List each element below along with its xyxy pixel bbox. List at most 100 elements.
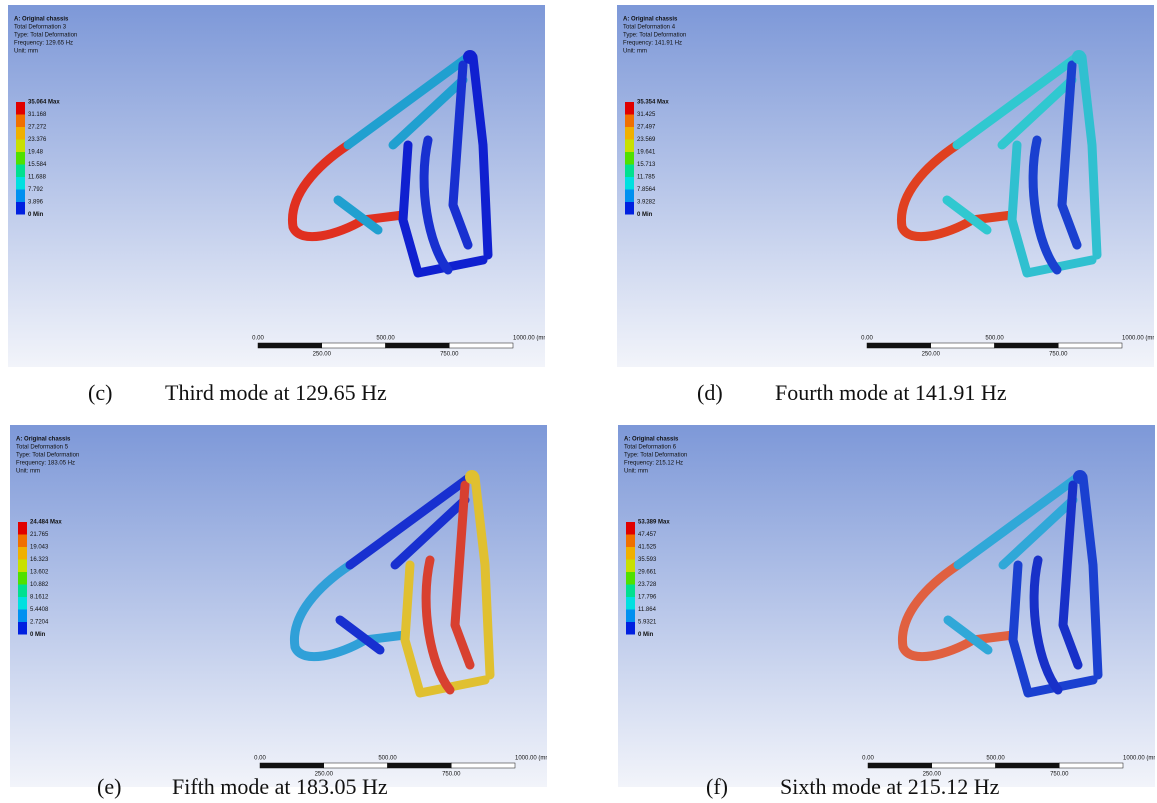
header-line: Total Deformation 4 [623, 25, 676, 31]
scale-label: 0.00 [861, 336, 873, 342]
legend-swatch [18, 547, 27, 560]
legend-swatch [626, 535, 635, 548]
legend-swatch [626, 572, 635, 585]
legend-label: 16.323 [30, 557, 49, 563]
scale-label: 1000.00 (mm) [1122, 336, 1154, 342]
caption-label: (f) [706, 774, 728, 800]
legend-label: 19.641 [637, 150, 656, 156]
legend-label: 15.584 [28, 162, 47, 168]
legend-label: 2.7204 [30, 620, 49, 626]
legend-label: 7.792 [28, 187, 44, 193]
legend-label: 23.728 [638, 582, 657, 588]
legend-swatch [16, 102, 25, 115]
scale-segment [1058, 343, 1122, 348]
legend-label: 47.457 [638, 532, 657, 538]
screenshot-panel: A: Original chassisTotal Deformation 5Ty… [10, 425, 547, 787]
legend-label: 23.569 [637, 137, 656, 143]
legend-label: 29.661 [638, 570, 657, 576]
legend-swatch [625, 202, 634, 215]
caption-label: (c) [88, 380, 112, 406]
scale-label: 0.00 [254, 756, 266, 762]
legend-swatch [625, 152, 634, 165]
panel-view: A: Original chassisTotal Deformation 3Ty… [8, 5, 545, 367]
legend-label: 11.864 [638, 607, 657, 613]
legend-label: 8.1612 [30, 595, 49, 601]
caption-text: Fifth mode at 183.05 Hz [172, 774, 388, 800]
legend-label: 0 Min [30, 632, 46, 638]
legend-label: 17.796 [638, 595, 657, 601]
scale-label: 750.00 [1050, 772, 1069, 778]
legend-swatch [18, 610, 27, 623]
scale-label: 750.00 [440, 352, 459, 358]
scale-segment [322, 343, 386, 348]
header-line: Frequency: 141.91 Hz [623, 41, 682, 47]
header-line: Total Deformation 6 [624, 445, 677, 451]
legend-swatch [626, 560, 635, 573]
legend-swatch [625, 127, 634, 140]
header-line: A: Original chassis [623, 17, 678, 23]
legend-swatch [625, 177, 634, 190]
legend-label: 24.484 Max [30, 520, 62, 526]
scale-label: 500.00 [985, 336, 1004, 342]
legend-label: 7.8564 [637, 187, 656, 193]
head-tube [465, 470, 479, 484]
head-tube [1072, 50, 1086, 64]
legend-swatch [16, 190, 25, 203]
legend-label: 19.48 [28, 150, 44, 156]
legend-swatch [625, 140, 634, 153]
legend-label: 15.713 [637, 162, 656, 168]
scale-segment [931, 343, 995, 348]
scale-segment [995, 343, 1059, 348]
legend-swatch [18, 572, 27, 585]
scale-label: 1000.00 (mm) [515, 756, 547, 762]
legend-swatch [625, 102, 634, 115]
legend-label: 11.785 [637, 175, 656, 181]
legend-label: 19.043 [30, 545, 49, 551]
legend-label: 31.425 [637, 112, 656, 118]
header-line: Unit: mm [624, 469, 648, 475]
scale-label: 1000.00 (mm) [513, 336, 545, 342]
header-line: Unit: mm [14, 49, 38, 55]
scale-label: 500.00 [376, 336, 395, 342]
scale-segment [932, 763, 996, 768]
scale-label: 750.00 [442, 772, 461, 778]
scale-segment [867, 343, 931, 348]
scale-label: 500.00 [378, 756, 397, 762]
legend-swatch [626, 610, 635, 623]
scale-label: 1000.00 (mm) [1123, 756, 1155, 762]
panel-view: A: Original chassis Total Deformation 4 Ty… [617, 5, 1154, 367]
scale-segment [451, 763, 515, 768]
legend-swatch [16, 152, 25, 165]
legend-label: 10.882 [30, 582, 49, 588]
legend-swatch [16, 127, 25, 140]
legend-label: 5.9321 [638, 620, 657, 626]
header-line: Total Deformation 3 [14, 25, 67, 31]
legend-label: 3.9282 [637, 200, 656, 206]
scale-segment [1059, 763, 1123, 768]
legend-label: 3.896 [28, 200, 44, 206]
header-line: Type: Total Deformation [16, 453, 79, 459]
legend-swatch [626, 585, 635, 598]
scale-label: 750.00 [1049, 352, 1068, 358]
legend-swatch [626, 547, 635, 560]
header-line: A: Original chassis [624, 437, 679, 443]
caption-text: Sixth mode at 215.12 Hz [780, 774, 999, 800]
legend-label: 27.272 [28, 125, 47, 131]
header-line: Type: Total Deformation [623, 33, 686, 39]
caption-text: Third mode at 129.65 Hz [165, 380, 387, 406]
legend-label: 35.593 [638, 557, 657, 563]
scale-segment [868, 763, 932, 768]
scale-segment [388, 763, 452, 768]
scale-label: 500.00 [986, 756, 1005, 762]
legend-swatch [16, 202, 25, 215]
legend-swatch [18, 560, 27, 573]
scale-segment [449, 343, 513, 348]
caption-label: (e) [97, 774, 121, 800]
legend-swatch [18, 535, 27, 548]
legend-label: 35.354 Max [637, 100, 669, 106]
page: A: Original chassis Total Deformation 3 Ty… [0, 0, 1157, 803]
header-line: Frequency: 215.12 Hz [624, 461, 683, 467]
